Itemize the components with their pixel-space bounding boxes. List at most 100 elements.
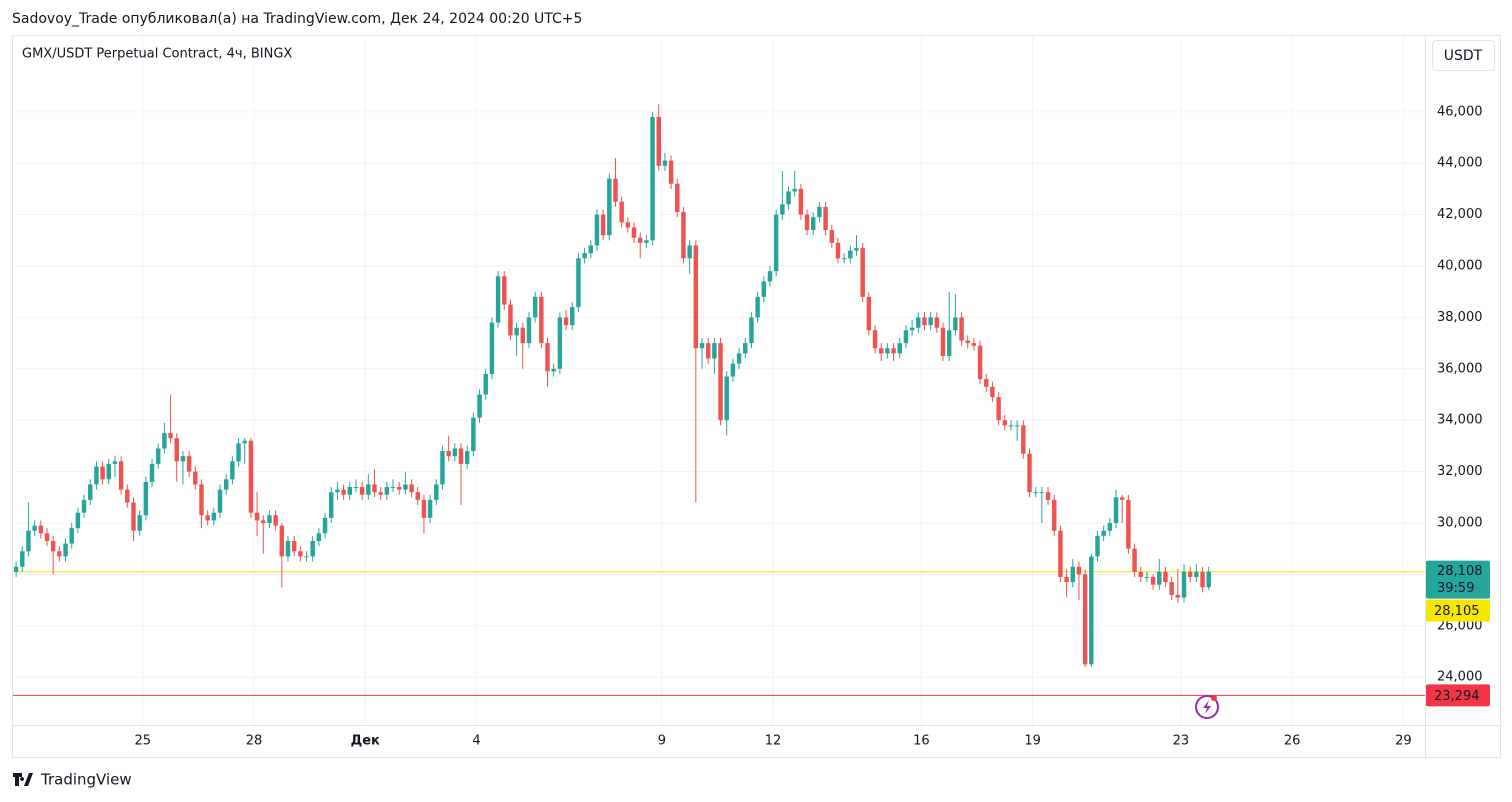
candle-body xyxy=(885,348,890,354)
candle-body xyxy=(155,448,161,464)
x-tick-label: 4 xyxy=(472,734,480,749)
candle-body xyxy=(1082,574,1088,665)
last-price-label: 28,108 xyxy=(1437,564,1483,579)
candle-body xyxy=(1039,492,1045,494)
candle-body xyxy=(242,440,247,444)
candle-body xyxy=(545,343,550,372)
candle-body xyxy=(600,214,606,236)
candle-body xyxy=(551,368,556,372)
candle-body xyxy=(125,489,130,503)
candle-body xyxy=(631,227,637,238)
candle-body xyxy=(773,214,779,272)
candle-body xyxy=(20,551,25,567)
candle-body xyxy=(57,551,62,557)
candle-body xyxy=(866,296,872,331)
candle-body xyxy=(996,397,1001,421)
currency-label[interactable]: USDT xyxy=(1444,48,1483,64)
candle-body xyxy=(1163,571,1168,583)
candle-body xyxy=(131,502,136,531)
candle-body xyxy=(675,183,680,213)
alert-icon[interactable] xyxy=(1195,695,1219,719)
price-level-box xyxy=(1426,599,1490,622)
candle-body xyxy=(440,451,445,485)
price-level-label: 28,105 xyxy=(1434,604,1480,619)
candle-body xyxy=(1101,530,1106,536)
x-tick-label: 28 xyxy=(246,734,263,749)
candle-body xyxy=(959,317,964,341)
candle-body xyxy=(1194,571,1199,577)
candle-body xyxy=(149,463,155,482)
candle-body xyxy=(724,376,729,421)
candle-body xyxy=(248,440,254,513)
candle-body xyxy=(829,230,834,243)
candle-body xyxy=(310,540,315,557)
candle-body xyxy=(971,343,977,346)
candle-body xyxy=(452,448,458,457)
candle-body xyxy=(13,566,19,572)
candle-body xyxy=(223,479,229,490)
candle-body xyxy=(1064,576,1069,583)
frame xyxy=(12,35,1501,758)
logo xyxy=(13,773,33,786)
candle-body xyxy=(1076,566,1082,575)
header: Sadovoy_Trade опубликовал(а) на TradingV… xyxy=(12,11,582,27)
candle-body xyxy=(755,296,760,318)
candle-body xyxy=(897,343,902,354)
candle-body xyxy=(860,248,865,297)
candle-body xyxy=(353,487,359,489)
candle-body xyxy=(298,551,303,557)
candle-body xyxy=(112,461,118,464)
candle-body xyxy=(162,433,167,449)
candle-body xyxy=(625,222,631,228)
candle-body xyxy=(854,248,859,251)
candle-body xyxy=(613,178,618,202)
y-tick-label: 36,000 xyxy=(1437,361,1483,376)
candle-body xyxy=(563,317,569,326)
candle-body xyxy=(767,271,773,282)
candle-body xyxy=(780,204,785,215)
x-tick-label: 9 xyxy=(658,734,666,749)
candle-body xyxy=(743,343,748,354)
x-tick-label: 12 xyxy=(765,734,782,749)
candle-body xyxy=(50,540,56,552)
candle-body xyxy=(322,517,328,534)
candle-body xyxy=(872,330,878,349)
levels xyxy=(13,571,1425,696)
x-tick-label: 16 xyxy=(913,734,930,749)
candle-body xyxy=(180,456,186,462)
candle-body xyxy=(477,394,482,418)
candle-body xyxy=(390,487,396,489)
candle-body xyxy=(582,253,587,259)
y-tick-label: 34,000 xyxy=(1437,413,1483,428)
currency-button[interactable] xyxy=(1432,40,1495,71)
candle-body xyxy=(916,317,921,328)
candle-body xyxy=(446,451,451,457)
candle-body xyxy=(143,481,149,516)
grid xyxy=(13,36,1425,725)
candle-body xyxy=(693,245,699,349)
candle-body xyxy=(384,487,390,495)
y-tick-label: 38,000 xyxy=(1437,310,1483,325)
candle-body xyxy=(730,363,736,377)
candle-body xyxy=(464,451,470,464)
candle-body xyxy=(798,188,804,215)
candle-body xyxy=(953,317,958,331)
candle-body xyxy=(489,322,495,374)
candle-body xyxy=(1138,571,1143,577)
candle-body xyxy=(576,258,581,308)
candle-body xyxy=(514,327,519,336)
candle-body xyxy=(1157,571,1162,585)
candle-body xyxy=(279,525,285,557)
candle-body xyxy=(217,489,223,513)
chart-title: GMX/USDT Perpetual Contract, 4ч, BINGX xyxy=(22,47,292,62)
candle-body xyxy=(1132,548,1137,572)
candle-body xyxy=(174,438,179,462)
candle-body xyxy=(1002,420,1008,426)
candle-body xyxy=(699,343,705,349)
candle-body xyxy=(990,386,995,398)
candle-body xyxy=(817,206,822,218)
candle-body xyxy=(619,201,624,223)
candle-body xyxy=(458,448,464,464)
y-tick-label: 26,000 xyxy=(1437,618,1483,633)
candle-body xyxy=(186,456,192,472)
